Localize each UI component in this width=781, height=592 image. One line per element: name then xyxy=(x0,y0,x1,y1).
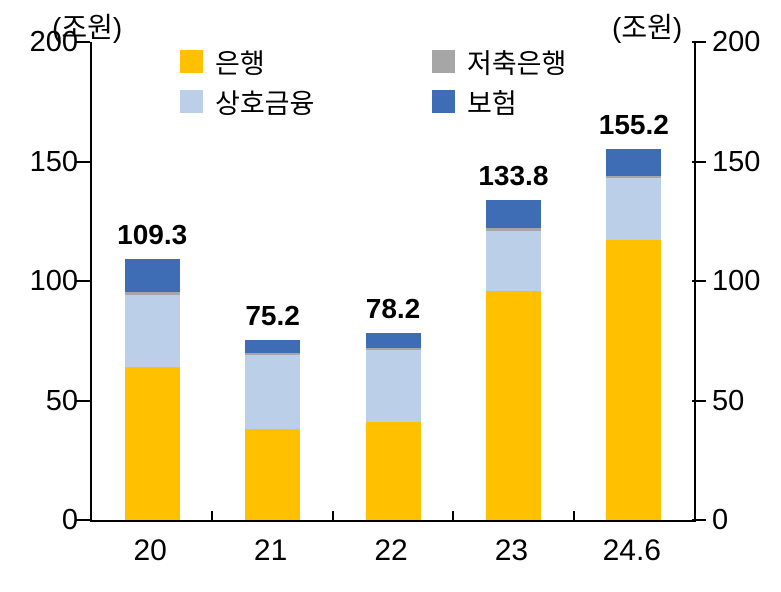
y-axis-tick-left xyxy=(76,160,90,163)
y-axis-tick-right xyxy=(692,160,706,163)
bar-total-label: 155.2 xyxy=(598,109,669,141)
y-axis-tick-left xyxy=(76,519,90,521)
legend-item-mutual-finance: 상호금융 xyxy=(180,82,314,121)
y-axis-tick-left xyxy=(76,399,90,402)
legend-swatch-insurance xyxy=(432,90,455,113)
y-axis-tick-right xyxy=(692,519,706,521)
y-axis-tick-left xyxy=(76,41,90,43)
y-axis-label-left: 0 xyxy=(61,504,78,536)
bar-segment-저축은행 xyxy=(245,352,301,356)
legend-swatch-savings-bank xyxy=(432,50,455,73)
bar-segment-은행 xyxy=(245,429,301,520)
x-axis-label: 20 xyxy=(133,534,167,567)
y-axis-label-right: 200 xyxy=(712,26,761,58)
bar-segment-상호금융 xyxy=(485,230,541,291)
y-axis-tick-right xyxy=(692,280,706,282)
legend-label-insurance: 보험 xyxy=(467,89,517,119)
y-axis-label-right: 100 xyxy=(712,265,761,297)
bar-segment-은행 xyxy=(485,290,541,520)
legend-item-insurance: 보험 xyxy=(432,82,517,121)
x-axis-label: 22 xyxy=(374,534,408,567)
bar-total-label: 109.3 xyxy=(117,218,188,250)
y-axis-tick-right xyxy=(692,399,706,402)
bar-segment-은행 xyxy=(606,240,662,520)
bar-total-label: 133.8 xyxy=(478,160,549,192)
bar-segment-은행 xyxy=(365,422,421,520)
bar-total-label: 75.2 xyxy=(245,300,300,332)
y-axis-label-right: 0 xyxy=(712,504,729,536)
x-axis-tick xyxy=(572,511,575,520)
bar-segment-저축은행 xyxy=(485,228,541,231)
y-axis-label-right: 150 xyxy=(712,145,761,178)
x-axis-label: 24.6 xyxy=(602,534,661,567)
y-axis-label-left: 100 xyxy=(29,265,78,297)
x-axis-tick xyxy=(331,511,334,520)
bar-segment-저축은행 xyxy=(365,347,421,351)
legend-label-savings-bank: 저축은행 xyxy=(467,49,567,79)
legend-label-bank: 은행 xyxy=(215,49,265,79)
legend-swatch-mutual-finance xyxy=(180,90,203,113)
y-axis-label-left: 200 xyxy=(29,26,78,58)
legend-label-mutual-finance: 상호금융 xyxy=(215,89,315,119)
y-axis-label-left: 150 xyxy=(29,145,78,178)
x-axis-tick xyxy=(452,511,455,520)
y-axis-label-right: 50 xyxy=(712,384,745,417)
bar-segment-보험 xyxy=(485,200,541,229)
y-axis-tick-left xyxy=(76,280,90,282)
bar-segment-상호금융 xyxy=(124,295,180,368)
legend-item-bank: 은행 xyxy=(180,42,265,81)
bar-segment-보험 xyxy=(245,340,301,353)
legend-swatch-bank xyxy=(180,50,203,73)
bar-segment-보험 xyxy=(365,333,421,348)
bar-total-label: 78.2 xyxy=(365,293,421,325)
plot-area: 은행 저축은행 상호금융 보험 109.3 75.2 78.2 133.8 155.2 xyxy=(90,42,696,522)
x-axis-label: 21 xyxy=(253,534,288,567)
x-axis-label: 23 xyxy=(494,534,529,567)
bar-segment-보험 xyxy=(124,258,180,293)
bar-segment-상호금융 xyxy=(606,178,662,241)
bar-segment-저축은행 xyxy=(606,175,662,179)
bar-segment-상호금융 xyxy=(245,355,301,430)
legend-item-savings-bank: 저축은행 xyxy=(432,42,566,81)
y-axis-label-left: 50 xyxy=(45,384,78,417)
legend: 은행 저축은행 상호금융 보험 xyxy=(92,42,694,122)
bar-segment-저축은행 xyxy=(124,292,180,296)
y-axis-tick-right xyxy=(692,41,706,43)
unit-label-right: (조원) xyxy=(612,12,683,43)
unit-label-left: (조원) xyxy=(52,12,123,43)
x-axis-tick xyxy=(211,511,214,520)
bar-segment-상호금융 xyxy=(365,350,421,423)
bar-segment-은행 xyxy=(124,367,180,520)
bar-segment-보험 xyxy=(606,149,662,176)
